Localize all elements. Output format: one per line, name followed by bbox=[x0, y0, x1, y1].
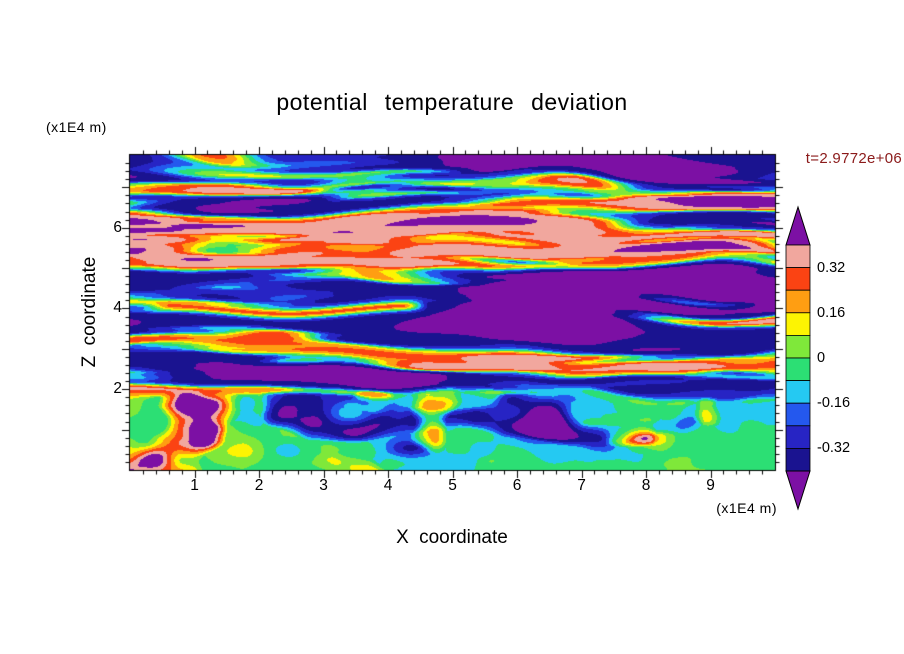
x-axis-title: X coordinate bbox=[396, 527, 508, 548]
colorbar-band-1 bbox=[785, 267, 811, 291]
x-tick-label-2: 2 bbox=[254, 477, 264, 494]
y-tick-label-6: 6 bbox=[113, 218, 122, 236]
colorbar-band-5 bbox=[785, 357, 811, 382]
chart-title: potential temperature deviation bbox=[276, 89, 628, 115]
colorbar-label-0: 0 bbox=[817, 350, 826, 366]
colorbar-band-8 bbox=[785, 425, 811, 449]
colorbar bbox=[785, 205, 811, 511]
y-axis-unit-label: (x1E4 m) bbox=[46, 119, 107, 135]
time-annotation: t=2.9772e+06 bbox=[805, 150, 902, 167]
colorbar-band-4 bbox=[785, 334, 811, 359]
x-axis-unit-label: (x1E4 m) bbox=[716, 500, 777, 516]
x-tick-label-1: 1 bbox=[190, 477, 199, 494]
colorbar-band-9 bbox=[785, 447, 811, 472]
colorbar-label-0.32: 0.32 bbox=[817, 259, 846, 276]
y-tick-label-4: 4 bbox=[113, 299, 122, 317]
colorbar-under-arrow bbox=[785, 470, 811, 511]
x-tick-label-3: 3 bbox=[319, 477, 328, 494]
colorbar-over-arrow bbox=[785, 205, 811, 246]
x-tick-label-8: 8 bbox=[641, 477, 651, 494]
colorbar-label--0.32: -0.32 bbox=[817, 440, 851, 457]
x-tick-label-4: 4 bbox=[383, 477, 393, 494]
colorbar-band-0 bbox=[785, 244, 811, 269]
y-tick-label-2: 2 bbox=[113, 380, 122, 398]
colorbar-band-2 bbox=[785, 289, 811, 314]
colorbar-band-6 bbox=[785, 380, 811, 404]
colorbar-band-3 bbox=[785, 312, 811, 336]
colorbar-band-7 bbox=[785, 402, 811, 427]
x-tick-label-5: 5 bbox=[448, 477, 457, 494]
x-tick-label-6: 6 bbox=[512, 477, 522, 494]
x-tick-label-9: 9 bbox=[706, 477, 715, 494]
x-tick-label-7: 7 bbox=[577, 477, 586, 494]
contour-field-canvas bbox=[118, 143, 787, 482]
colorbar-label--0.16: -0.16 bbox=[817, 395, 851, 412]
colorbar-label-0.16: 0.16 bbox=[817, 304, 846, 321]
